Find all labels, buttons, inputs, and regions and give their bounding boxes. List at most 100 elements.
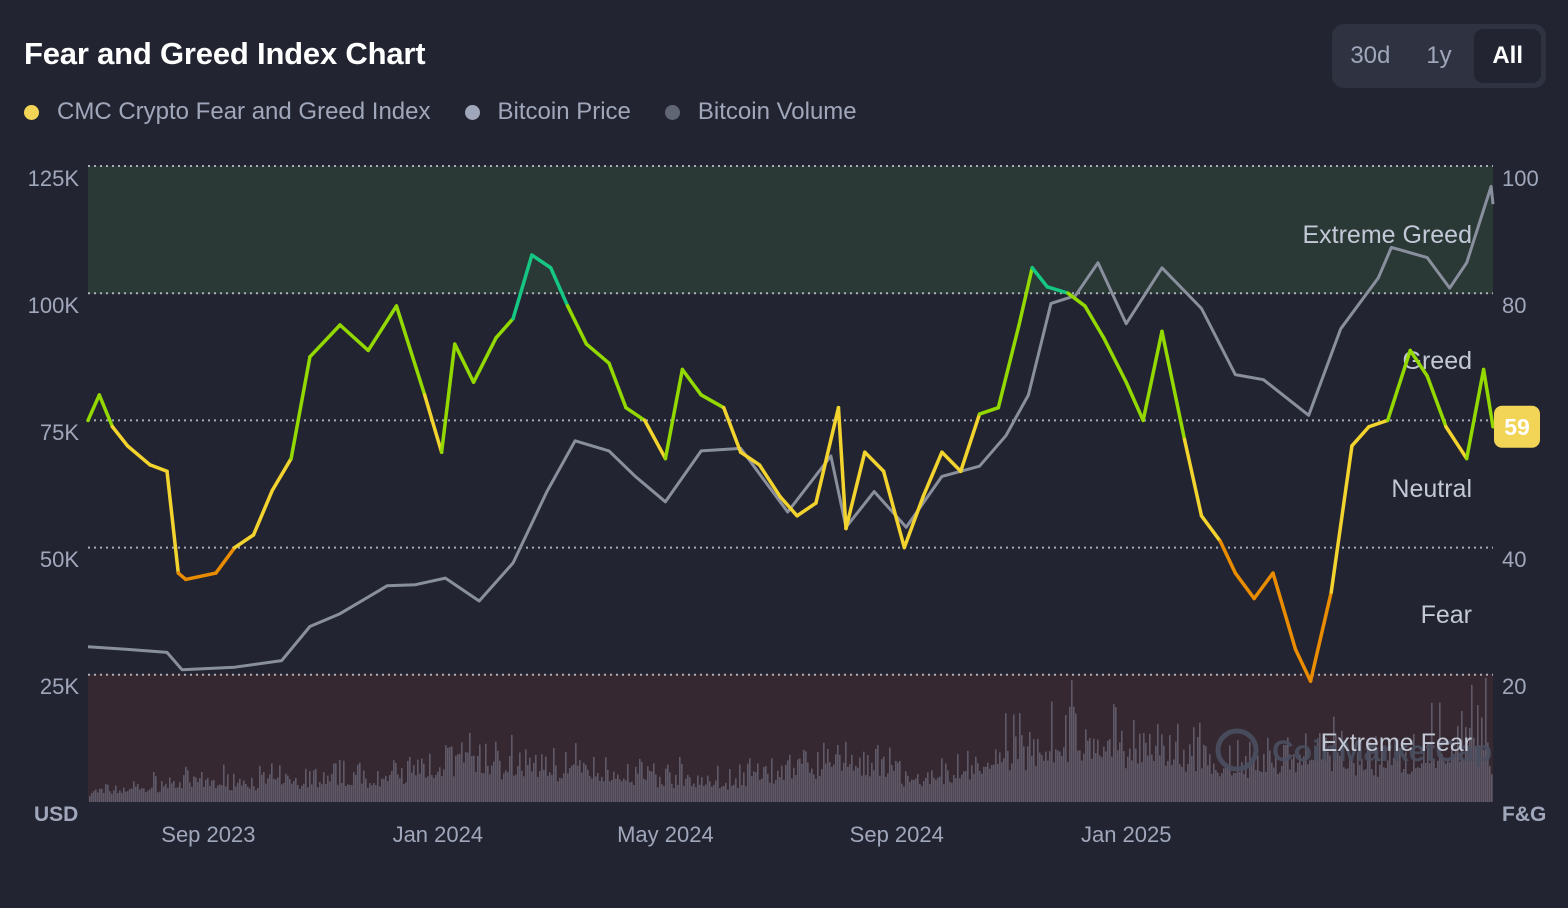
volume-bar: [539, 771, 541, 802]
volume-bar: [881, 759, 883, 802]
volume-bar: [1107, 740, 1109, 802]
volume-bar: [669, 772, 671, 802]
range-all-button[interactable]: All: [1474, 29, 1542, 83]
volume-bar: [1299, 754, 1301, 802]
volume-bar: [1409, 774, 1411, 802]
legend-item-fear-greed[interactable]: CMC Crypto Fear and Greed Index: [24, 98, 431, 126]
volume-bar: [551, 775, 553, 802]
volume-bar: [743, 772, 745, 802]
x-tick-label: Sep 2023: [161, 822, 255, 847]
volume-bar: [1257, 755, 1259, 802]
volume-bar: [187, 770, 189, 802]
fear-greed-segment: [881, 469, 907, 550]
volume-bar: [599, 780, 601, 802]
volume-bar: [1003, 758, 1005, 802]
volume-bar: [575, 743, 577, 802]
volume-bar: [107, 784, 109, 802]
volume-bar: [857, 767, 859, 802]
volume-bar: [885, 776, 887, 802]
volume-bar: [1099, 755, 1101, 802]
volume-bar: [1191, 755, 1193, 802]
volume-bar: [273, 778, 275, 802]
volume-bar: [1207, 765, 1209, 802]
volume-bar: [373, 783, 375, 802]
legend-dot-bitcoin-volume: [664, 104, 680, 120]
range-30d-button[interactable]: 30d: [1350, 42, 1391, 69]
volume-bar: [495, 741, 497, 802]
volume-bar: [1049, 751, 1051, 802]
volume-bar: [351, 784, 353, 802]
volume-bar: [1175, 741, 1177, 802]
volume-bar: [941, 758, 943, 802]
fear-greed-segment: [1293, 647, 1313, 683]
volume-bar: [457, 754, 459, 802]
left-tick-75k: 75K: [40, 420, 79, 445]
volume-bar: [817, 752, 819, 802]
volume-bars: [89, 677, 1493, 802]
volume-bar: [1051, 701, 1053, 802]
volume-bar: [741, 785, 743, 802]
volume-bar: [119, 790, 121, 802]
volume-bar: [1361, 758, 1363, 802]
x-tick-label: Jan 2024: [393, 822, 484, 847]
volume-bar: [397, 774, 399, 802]
fear-greed-segment: [165, 469, 181, 575]
volume-bar: [1005, 713, 1007, 802]
volume-bar: [1287, 737, 1289, 802]
legend-item-bitcoin-volume[interactable]: Bitcoin Volume: [664, 98, 857, 126]
fear-greed-line: [86, 253, 1495, 683]
volume-bar: [755, 772, 757, 802]
right-axis-unit: F&G: [1502, 803, 1546, 826]
volume-bar: [975, 756, 977, 802]
volume-bar: [1255, 770, 1257, 802]
volume-bar: [1173, 759, 1175, 802]
volume-bar: [131, 788, 133, 802]
volume-bar: [1419, 767, 1421, 802]
volume-bar: [1325, 737, 1327, 802]
volume-bar: [275, 779, 277, 802]
volume-bar: [419, 773, 421, 802]
legend-dot-bitcoin-price: [464, 104, 480, 120]
fear-greed-segment: [1199, 514, 1223, 543]
volume-bar: [629, 782, 631, 802]
volume-bar: [937, 777, 939, 802]
volume-bar: [361, 783, 363, 802]
volume-bar: [1491, 774, 1493, 802]
volume-bar: [967, 750, 969, 802]
volume-bar: [319, 781, 321, 802]
fear-greed-segment: [699, 393, 726, 410]
volume-bar: [757, 763, 759, 802]
volume-bar: [1013, 714, 1015, 802]
volume-bar: [1403, 769, 1405, 802]
left-tick-125k: 125K: [28, 166, 80, 191]
volume-bar: [197, 782, 199, 802]
volume-bar: [855, 765, 857, 802]
volume-bar: [737, 787, 739, 802]
volume-bar: [269, 774, 271, 802]
volume-bar: [791, 778, 793, 802]
volume-bar: [1065, 714, 1067, 802]
volume-bar: [327, 775, 329, 802]
volume-bar: [1341, 730, 1343, 802]
volume-bar: [683, 785, 685, 802]
volume-bar: [1073, 706, 1075, 802]
volume-bar: [827, 748, 829, 802]
range-1y-button[interactable]: 1y: [1426, 42, 1452, 69]
volume-bar: [207, 777, 209, 802]
volume-bar: [1401, 772, 1403, 802]
volume-bar: [985, 766, 987, 802]
volume-bar: [1035, 765, 1037, 802]
volume-bar: [235, 786, 237, 802]
volume-bar: [839, 754, 841, 802]
legend-item-bitcoin-price[interactable]: Bitcoin Price: [464, 98, 631, 126]
volume-bar: [99, 788, 101, 802]
volume-bar: [129, 788, 131, 802]
fear-greed-segment: [125, 444, 152, 467]
volume-bar: [1223, 768, 1225, 802]
volume-bar: [1473, 737, 1475, 802]
volume-bar: [1019, 713, 1021, 802]
volume-bar: [1201, 768, 1203, 802]
volume-bar: [433, 777, 435, 802]
volume-bar: [1317, 738, 1319, 802]
volume-bar: [753, 771, 755, 802]
